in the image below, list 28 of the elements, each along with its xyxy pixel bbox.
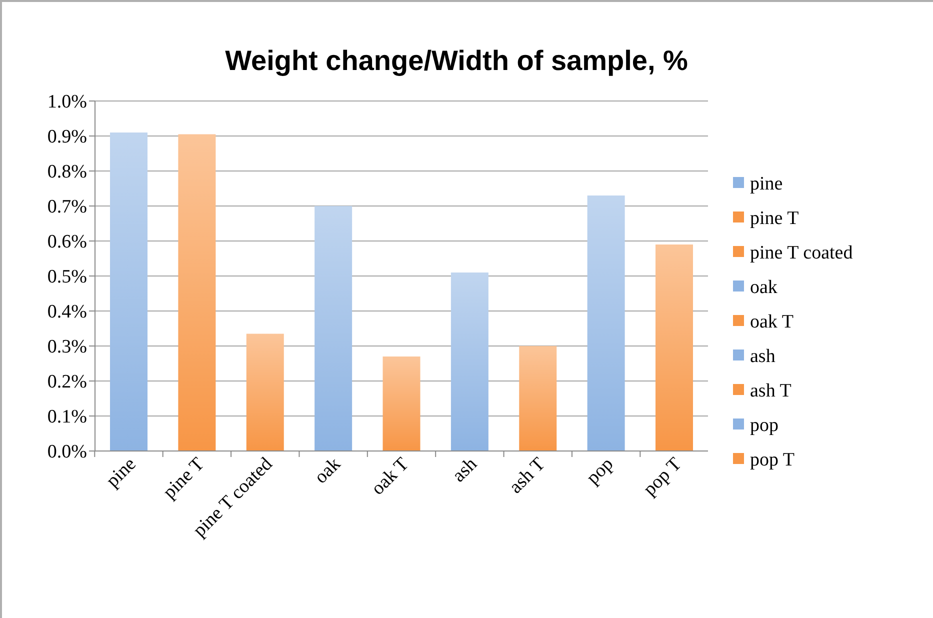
x-tick-label: oak <box>310 453 346 488</box>
x-tick-label: pine T <box>159 453 209 503</box>
x-tick-label: pine <box>102 454 140 492</box>
legend-label: oak T <box>750 312 794 333</box>
y-tick-label: 0.9% <box>47 126 88 148</box>
legend-label: pine T coated <box>750 242 854 264</box>
y-tick-label: 1.0% <box>47 92 88 113</box>
x-tick-label: ash <box>448 453 482 486</box>
legend-label: pine <box>750 174 783 195</box>
y-tick-label: 0.2% <box>47 372 88 393</box>
x-tick-label: pop <box>582 454 618 489</box>
legend-label: pop <box>750 415 778 436</box>
y-tick-label: 0.4% <box>47 302 88 323</box>
legend-label: ash <box>750 346 776 368</box>
legend-label: oak <box>750 277 778 298</box>
y-tick-label: 0.0% <box>47 442 88 463</box>
chart-title: Weight change/Width of sample, % <box>225 45 688 76</box>
legend-label: ash T <box>750 380 792 402</box>
y-tick-label: 0.6% <box>47 232 88 253</box>
y-tick-label: 0.3% <box>47 336 88 358</box>
legend-label: pine T <box>750 208 800 230</box>
x-tick-label: ash T <box>505 453 550 498</box>
y-tick-label: 0.7% <box>47 196 88 218</box>
x-tick-label: oak T <box>367 453 414 500</box>
y-tick-label: 0.8% <box>47 162 88 183</box>
x-tick-label: pop T <box>639 453 686 500</box>
y-tick-label: 0.5% <box>47 266 88 288</box>
y-tick-label: 0.1% <box>47 406 88 428</box>
